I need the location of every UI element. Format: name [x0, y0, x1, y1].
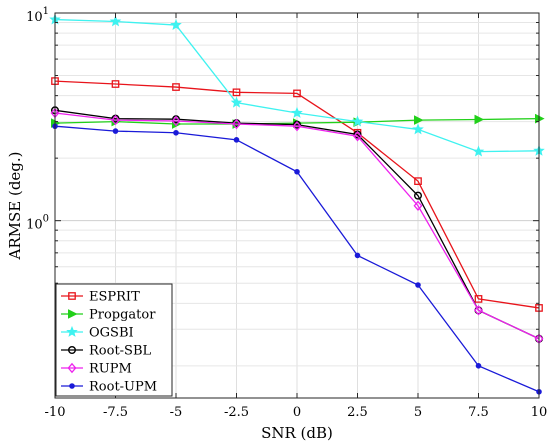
legend-item-rupm: RUPM	[61, 362, 132, 377]
series-line	[54, 112, 540, 340]
legend-marker	[67, 346, 76, 355]
x-tick-label: -2.5	[224, 405, 249, 420]
legend-label: Propgator	[89, 308, 156, 323]
data-point	[230, 96, 243, 108]
ticks	[54, 12, 540, 398]
x-tick-label: -7.5	[103, 405, 128, 420]
data-point	[472, 145, 485, 157]
data-point	[109, 15, 122, 27]
data-point	[111, 80, 120, 88]
x-tick-label: 2.5	[347, 405, 368, 420]
y-axis-label: ARMSE (deg.)	[6, 151, 24, 260]
data-point	[414, 177, 422, 185]
x-tick-label: 10	[531, 405, 548, 420]
x-tick-label: 7.5	[468, 405, 489, 420]
legend-marker	[66, 325, 78, 337]
data-point	[354, 252, 361, 259]
legend-label: Root-UPM	[89, 380, 157, 395]
data-point	[171, 115, 181, 127]
series-line	[54, 109, 540, 340]
data-point	[474, 114, 485, 125]
data-point	[412, 123, 424, 135]
legend-marker	[67, 362, 77, 374]
data-point	[232, 88, 241, 97]
data-point	[415, 282, 421, 288]
data-point	[111, 114, 120, 126]
data-point	[173, 129, 179, 136]
data-point	[414, 115, 424, 125]
x-tick-label: -5	[170, 405, 183, 420]
legend-marker	[69, 383, 75, 389]
legend-label: ESPRIT	[89, 290, 140, 305]
legend-marker	[68, 292, 76, 300]
x-axis-label: SNR (dB)	[261, 424, 333, 442]
data-point	[233, 137, 240, 143]
data-point	[172, 83, 180, 91]
legend-item-propgator: Propgator	[61, 308, 156, 323]
legend-label: Root-SBL	[89, 344, 152, 359]
data-point	[474, 305, 483, 316]
legend-label: RUPM	[89, 362, 132, 377]
legend-item-ogsbi: OGSBI	[61, 326, 134, 341]
data-point	[474, 295, 483, 303]
legend-item-esprit: ESPRIT	[61, 290, 140, 305]
data-point	[112, 128, 119, 134]
data-point	[170, 18, 182, 30]
legend-marker	[68, 309, 78, 319]
legend-label: OGSBI	[89, 326, 134, 341]
data-point	[291, 106, 303, 118]
data-point	[413, 200, 423, 211]
data-point	[475, 363, 482, 369]
data-point	[353, 131, 362, 142]
x-tick-label: -10	[45, 405, 66, 420]
data-point	[351, 115, 364, 127]
data-point	[293, 89, 301, 98]
data-point	[292, 121, 302, 132]
legend-item-root-sbl: Root-SBL	[61, 344, 152, 359]
series-line	[54, 80, 540, 309]
legend-item-root-upm: Root-UPM	[61, 380, 157, 395]
series-rupm	[50, 107, 544, 344]
data-point	[294, 168, 300, 175]
data-point	[232, 118, 241, 130]
tick-labels: -10 -7.5 -5 -2.5 0 2.5 5 7.5 10 100 101	[26, 6, 547, 420]
y-tick-label: 101	[26, 6, 49, 25]
x-tick-label: 0	[293, 405, 301, 420]
y-tick-label: 100	[26, 214, 49, 233]
x-tick-label: 5	[414, 405, 422, 420]
legend: ESPRIT Propgator OGSBI Root-SBL RUPM Root-UPM	[55, 283, 173, 397]
data-point	[414, 191, 423, 200]
legend-box	[55, 283, 173, 397]
